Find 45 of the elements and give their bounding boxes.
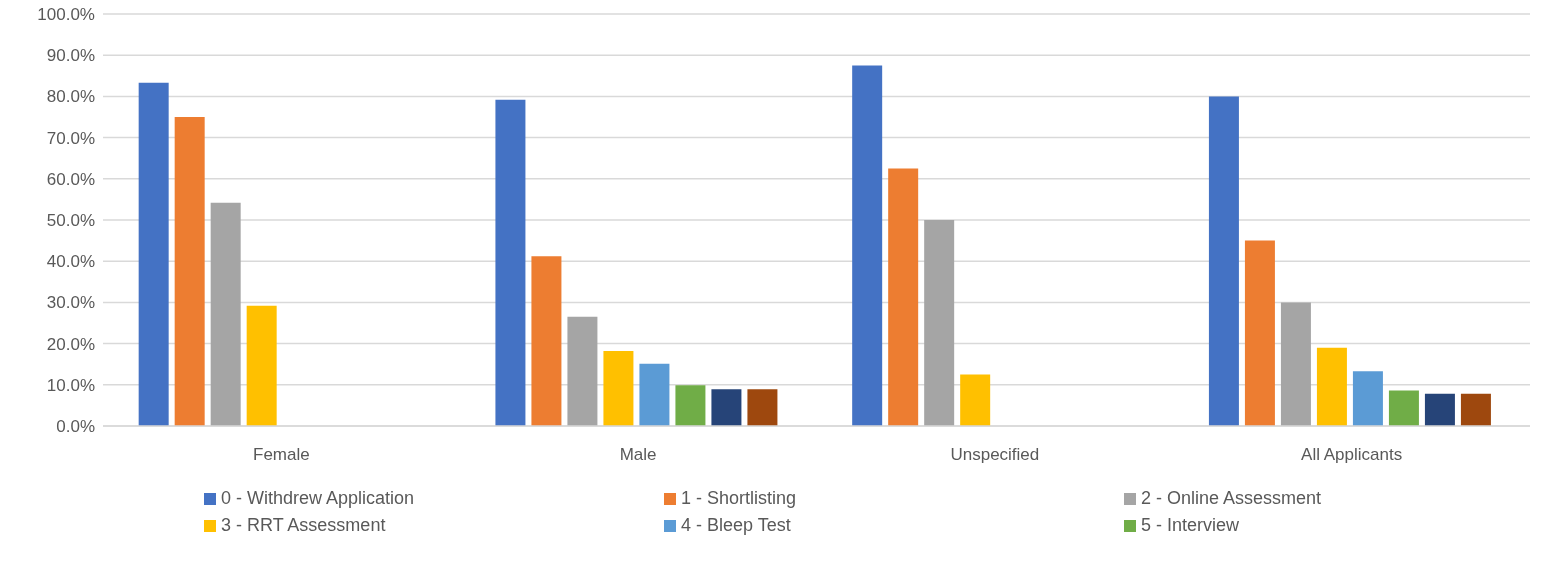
y-tick-label: 20.0% [46,334,95,354]
legend-label: 1 - Shortlisting [681,488,797,509]
bar [1280,302,1311,426]
legend-label: 3 - RRT Assessment [221,515,386,536]
bar [888,168,919,426]
bar [1388,390,1419,426]
legend-label: 4 - Bleep Test [681,515,791,536]
bar [495,99,526,426]
bar [1208,96,1239,426]
bar [852,65,883,426]
bar [924,220,955,426]
bar [747,389,778,426]
y-tick-label: 100.0% [37,5,95,25]
y-tick-label: 80.0% [46,87,95,107]
bar [1316,347,1347,426]
legend-label: 5 - Interview [1141,515,1240,536]
y-tick-label: 90.0% [46,46,95,66]
legend-label: 0 - Withdrew Application [221,488,415,509]
y-tick-label: 0.0% [56,417,95,437]
bar [138,82,169,426]
x-tick-label: Female [253,445,310,465]
y-tick-label: 10.0% [46,375,95,395]
bar [174,117,205,426]
bar [639,363,670,426]
legend-label: 2 - Online Assessment [1141,488,1322,509]
bar [1424,393,1455,426]
y-tick-label: 40.0% [46,252,95,272]
x-tick-label: Unspecified [950,445,1040,465]
y-tick-label: 50.0% [46,211,95,231]
bar [960,374,991,426]
y-tick-label: 60.0% [46,169,95,189]
bar [531,256,562,426]
bar [567,316,598,426]
bar [1352,371,1383,426]
y-tick-label: 70.0% [46,128,95,148]
y-tick-label: 30.0% [46,293,95,313]
bar [246,305,277,426]
x-tick-label: All Applicants [1301,445,1403,465]
bar [1244,240,1275,426]
bar [210,202,241,426]
x-tick-label: Male [619,445,657,465]
bar [711,389,742,426]
bar [1460,393,1491,426]
bar [675,385,706,426]
bar [603,351,634,426]
